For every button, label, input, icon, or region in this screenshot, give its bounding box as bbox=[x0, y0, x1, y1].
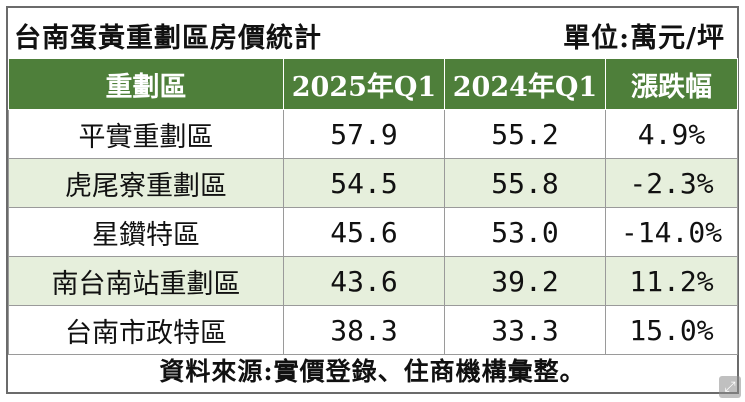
price-2025-cell: 54.5 bbox=[283, 158, 445, 208]
unit-label: 單位:萬元/坪 bbox=[563, 23, 725, 54]
table-row: 星鑽特區 45.6 53.0 -14.0% bbox=[8, 207, 738, 257]
district-cell: 星鑽特區 bbox=[8, 207, 284, 257]
expand-icon[interactable]: ⤢ bbox=[719, 376, 741, 398]
table-row: 虎尾寮重劃區 54.5 55.8 -2.3% bbox=[8, 158, 738, 208]
price-2024-cell: 39.2 bbox=[444, 256, 606, 306]
header-2025q1: 2025年Q1 bbox=[283, 58, 445, 110]
district-cell: 南台南站重劃區 bbox=[8, 256, 284, 306]
change-cell: -14.0% bbox=[605, 207, 738, 257]
price-table: 重劃區 2025年Q1 2024年Q1 漲跌幅 平實重劃區 57.9 55.2 … bbox=[8, 58, 738, 355]
header-change: 漲跌幅 bbox=[605, 58, 738, 110]
table-row: 台南市政特區 38.3 33.3 15.0% bbox=[8, 305, 738, 355]
table-row: 平實重劃區 57.9 55.2 4.9% bbox=[8, 109, 738, 159]
title-bar: 台南蛋黃重劃區房價統計 單位:萬元/坪 bbox=[8, 8, 737, 58]
price-2024-cell: 33.3 bbox=[444, 305, 606, 355]
price-2025-cell: 43.6 bbox=[283, 256, 445, 306]
district-cell: 台南市政特區 bbox=[8, 305, 284, 355]
change-cell: 11.2% bbox=[605, 256, 738, 306]
price-2025-cell: 57.9 bbox=[283, 109, 445, 159]
price-2024-cell: 55.2 bbox=[444, 109, 606, 159]
change-cell: 15.0% bbox=[605, 305, 738, 355]
price-2024-cell: 55.8 bbox=[444, 158, 606, 208]
header-row: 重劃區 2025年Q1 2024年Q1 漲跌幅 bbox=[8, 58, 738, 110]
price-2025-cell: 38.3 bbox=[283, 305, 445, 355]
district-cell: 平實重劃區 bbox=[8, 109, 284, 159]
table-title: 台南蛋黃重劃區房價統計 bbox=[14, 23, 322, 54]
price-2024-cell: 53.0 bbox=[444, 207, 606, 257]
change-cell: -2.3% bbox=[605, 158, 738, 208]
header-district: 重劃區 bbox=[8, 58, 284, 110]
table-card: 台南蛋黃重劃區房價統計 單位:萬元/坪 重劃區 2025年Q1 2024年Q1 … bbox=[6, 6, 739, 394]
header-2024q1: 2024年Q1 bbox=[444, 58, 606, 110]
table-row: 南台南站重劃區 43.6 39.2 11.2% bbox=[8, 256, 738, 306]
price-2025-cell: 45.6 bbox=[283, 207, 445, 257]
district-cell: 虎尾寮重劃區 bbox=[8, 158, 284, 208]
source-note: 資料來源:實價登錄、住商機構彙整。 bbox=[159, 357, 586, 386]
change-cell: 4.9% bbox=[605, 109, 738, 159]
